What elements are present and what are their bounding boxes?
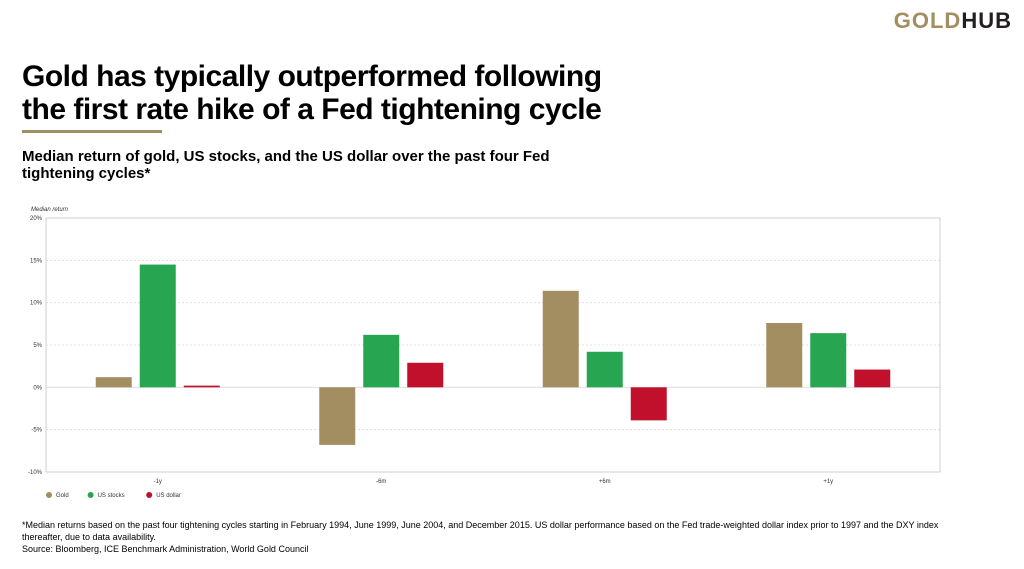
y-tick-label: 10%: [30, 301, 43, 307]
legend-label: US stocks: [98, 493, 125, 499]
y-tick-label: 20%: [30, 216, 43, 222]
bar-gold: [319, 387, 356, 445]
logo-part-hub: HUB: [961, 8, 1012, 33]
title-line-2: the first rate hike of a Fed tightening …: [22, 93, 602, 126]
x-tick-label: -6m: [376, 479, 386, 485]
bar-us-stocks: [139, 264, 176, 388]
footnote: *Median returns based on the past four t…: [22, 519, 1012, 555]
x-tick-label: +6m: [599, 479, 611, 485]
y-tick-label: 5%: [33, 343, 42, 349]
bar-gold: [766, 322, 803, 388]
bar-us-dollar: [854, 369, 891, 388]
page-title: Gold has typically outperformed followin…: [22, 60, 782, 126]
plot-frame: [45, 217, 941, 473]
footnote-line-2: thereafter, due to data availability.: [22, 532, 156, 542]
legend-label: Gold: [56, 493, 69, 499]
bar-us-dollar: [183, 385, 220, 388]
title-underline: [22, 130, 162, 133]
y-tick-label: -10%: [28, 470, 43, 476]
subtitle-line-1: Median return of gold, US stocks, and th…: [22, 148, 550, 165]
x-tick-label: +1y: [823, 479, 833, 485]
y-tick-label: -5%: [31, 428, 42, 434]
bar-us-stocks: [363, 334, 400, 388]
y-axis-label: Median return: [31, 207, 69, 213]
bar-us-stocks: [586, 351, 623, 388]
legend-marker: [46, 492, 52, 498]
legend-marker: [87, 492, 94, 498]
footnote-source: Source: Bloomberg, ICE Benchmark Adminis…: [22, 544, 309, 554]
bar-gold: [542, 290, 579, 388]
x-tick-label: -1y: [154, 479, 162, 485]
bar-us-stocks: [810, 333, 847, 388]
y-tick-label: 15%: [30, 258, 43, 264]
chart-subtitle: Median return of gold, US stocks, and th…: [22, 148, 582, 182]
bar-us-dollar: [407, 362, 444, 388]
y-tick-label: 0%: [33, 385, 42, 391]
title-line-1: Gold has typically outperformed followin…: [22, 60, 602, 93]
subtitle-line-2: tightening cycles*: [22, 165, 151, 182]
legend-label: US dollar: [156, 493, 181, 499]
logo-part-gold: GOLD: [893, 8, 962, 33]
legend-marker: [146, 492, 153, 498]
bar-gold: [95, 377, 132, 388]
gold-hub-logo: GOLDHUB: [894, 8, 1012, 34]
footnote-line-1: *Median returns based on the past four t…: [22, 520, 939, 530]
bar-us-dollar: [630, 387, 667, 421]
